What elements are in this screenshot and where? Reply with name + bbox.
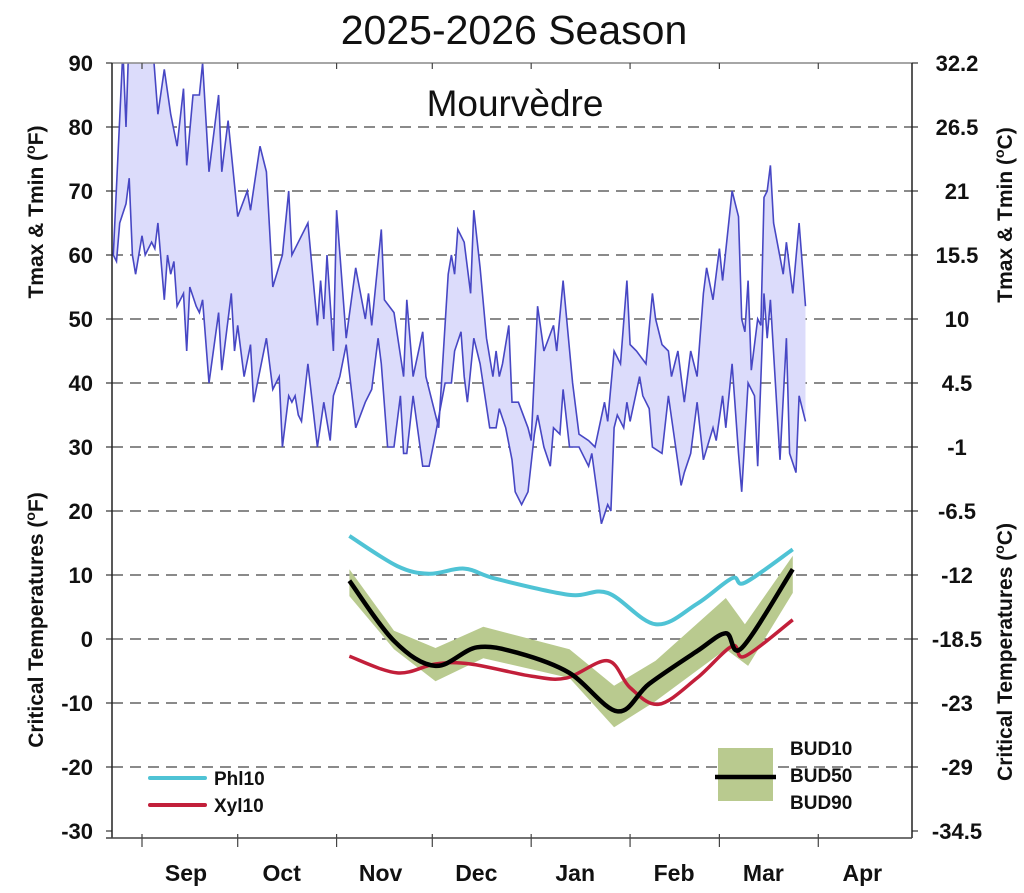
legend-label-phl10: Phl10 xyxy=(214,769,265,790)
month-label: Feb xyxy=(654,860,695,886)
legend-right: BUD10 BUD50 BUD90 xyxy=(715,739,852,814)
right-tick-label: 4.5 xyxy=(942,371,973,396)
left-axis-title-bottom: Critical Temperatures (oF) xyxy=(22,492,48,748)
right-axis-title-top: Tmax & Tmin (oC) xyxy=(991,127,1017,302)
left-tick-label: 80 xyxy=(69,115,93,140)
bud50-line xyxy=(347,568,795,714)
right-tick-label: 21 xyxy=(945,179,969,204)
right-tick-label: 10 xyxy=(945,307,969,332)
month-label: Oct xyxy=(263,860,302,886)
right-tick-labels: 32.2 26.5 21 15.5 10 4.5 -1 -6.5 -12 -18.5 -23 -29 -… xyxy=(932,51,982,844)
right-tick-label: 26.5 xyxy=(936,115,979,140)
right-tick-label: -18.5 xyxy=(932,627,982,652)
critical-temperature-series xyxy=(347,534,795,728)
left-tick-label: 10 xyxy=(69,563,93,588)
month-label: Apr xyxy=(842,860,882,886)
left-tick-label: 50 xyxy=(69,307,93,332)
left-tick-label: 90 xyxy=(69,51,93,76)
left-tick-label: 70 xyxy=(69,179,93,204)
right-tick-label: -34.5 xyxy=(932,819,982,844)
tmin-line xyxy=(112,178,807,525)
month-label: Dec xyxy=(455,860,497,886)
legend-label-bud90: BUD90 xyxy=(790,793,852,814)
legend-left: Phl10 Xyl10 xyxy=(148,769,265,817)
right-tick-label: -23 xyxy=(941,691,973,716)
temperature-series xyxy=(112,63,807,525)
month-label: Jan xyxy=(555,860,595,886)
tmax-line xyxy=(112,63,807,449)
left-axis-title-top: Tmax & Tmin (oF) xyxy=(22,125,48,298)
month-labels: Sep Oct Nov Dec Jan Feb Mar Apr xyxy=(165,860,882,886)
right-tick-label: -1 xyxy=(947,435,967,460)
left-tick-label: 0 xyxy=(81,627,93,652)
legend-label-bud10: BUD10 xyxy=(790,739,852,760)
legend-label-xyl10: Xyl10 xyxy=(214,796,264,817)
legend-label-bud50: BUD50 xyxy=(790,766,852,787)
month-label: Sep xyxy=(165,860,207,886)
right-tick-label: 15.5 xyxy=(936,243,979,268)
chart-title: 2025-2026 Season xyxy=(341,7,688,53)
left-tick-label: 30 xyxy=(69,435,93,460)
legend-swatch-bud-band xyxy=(718,748,773,801)
phl10-line xyxy=(348,534,794,627)
axes xyxy=(106,62,918,847)
left-tick-label: 60 xyxy=(69,243,93,268)
right-tick-label: -6.5 xyxy=(938,499,976,524)
month-label: Mar xyxy=(743,860,784,886)
left-tick-label: -30 xyxy=(61,819,93,844)
left-tick-label: -10 xyxy=(61,691,93,716)
right-axis-title-bottom: Critical Temperatures (oC) xyxy=(991,523,1017,781)
left-tick-label: 40 xyxy=(69,371,93,396)
right-tick-label: -12 xyxy=(941,563,973,588)
month-label: Nov xyxy=(359,860,403,886)
right-tick-label: -29 xyxy=(941,755,973,780)
chart-subtitle: Mourvèdre xyxy=(427,83,604,124)
bud10-bud90-band xyxy=(349,555,793,728)
right-tick-label: 32.2 xyxy=(936,51,979,76)
left-tick-label: 20 xyxy=(69,499,93,524)
left-tick-label: -20 xyxy=(61,755,93,780)
left-tick-labels: 90 80 70 60 50 40 30 20 10 0 -10 -20 -30 xyxy=(61,51,93,844)
